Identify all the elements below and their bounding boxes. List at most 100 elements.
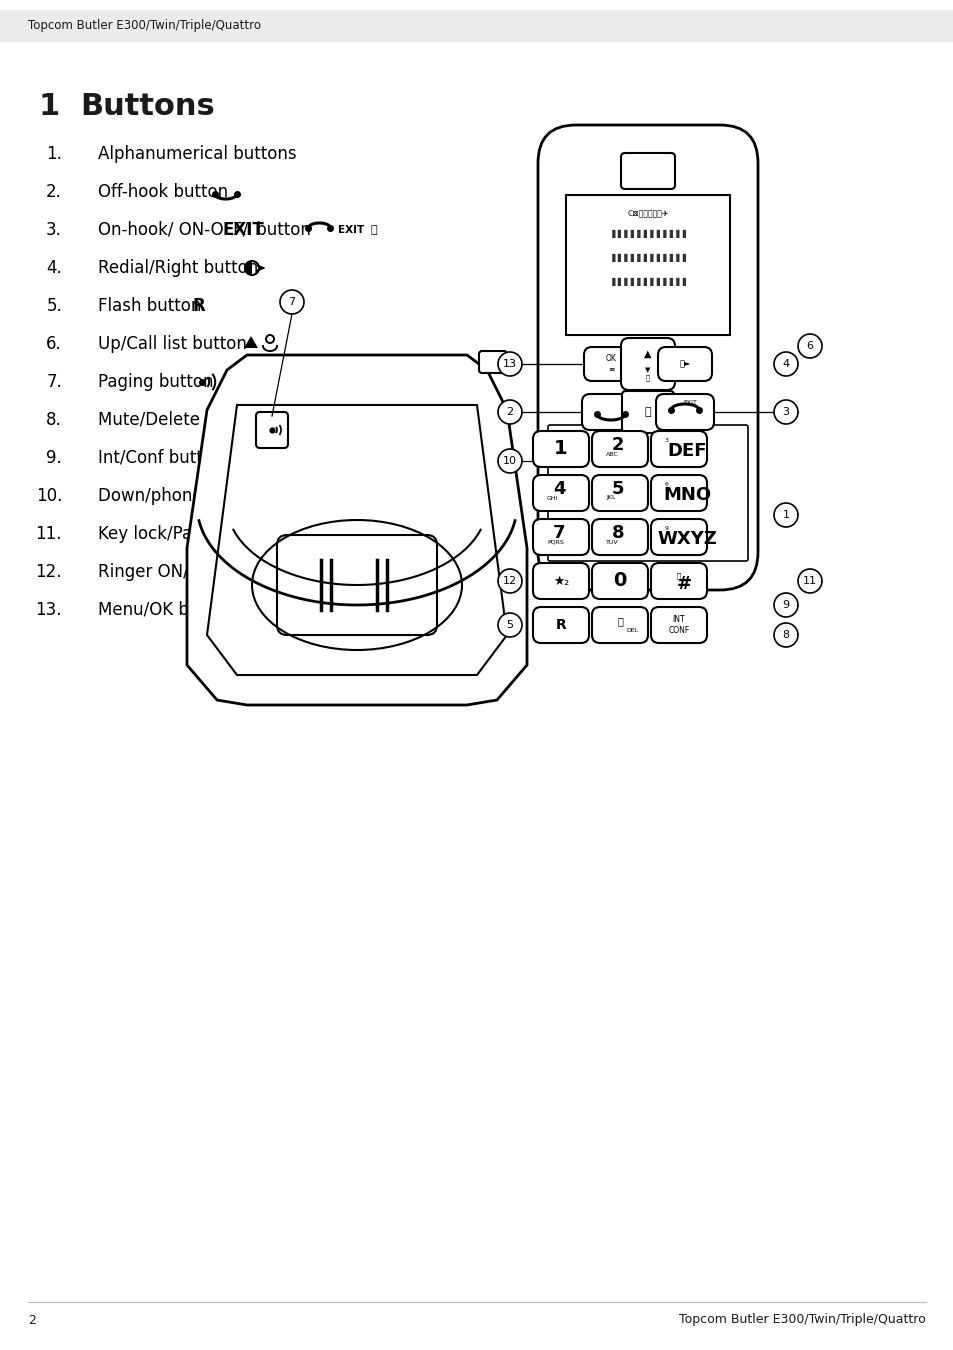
Text: 4: 4	[552, 481, 565, 498]
Text: 2: 2	[506, 406, 513, 417]
Circle shape	[797, 333, 821, 358]
Text: 12.: 12.	[35, 563, 62, 580]
FancyBboxPatch shape	[620, 338, 675, 390]
Text: 8: 8	[611, 524, 623, 541]
Text: Topcom Butler E300/Twin/Triple/Quattro: Topcom Butler E300/Twin/Triple/Quattro	[28, 19, 261, 32]
Text: Up/Call list button: Up/Call list button	[98, 335, 252, 352]
Text: EXIT: EXIT	[222, 221, 264, 239]
FancyBboxPatch shape	[565, 194, 729, 335]
FancyBboxPatch shape	[592, 431, 647, 467]
Circle shape	[773, 593, 797, 617]
Text: Redial/Right button: Redial/Right button	[98, 259, 263, 277]
FancyBboxPatch shape	[478, 351, 506, 373]
Text: 1.: 1.	[46, 144, 62, 163]
Text: 8.: 8.	[46, 410, 62, 429]
Text: 4: 4	[781, 359, 789, 369]
Text: 11.: 11.	[35, 525, 62, 543]
Polygon shape	[244, 336, 257, 348]
Text: EXIT: EXIT	[338, 225, 364, 235]
FancyBboxPatch shape	[650, 518, 706, 555]
Circle shape	[280, 290, 304, 315]
Text: EXIT: EXIT	[682, 400, 697, 405]
Text: 2: 2	[28, 1314, 36, 1327]
Text: ⏻: ⏻	[370, 225, 376, 235]
FancyBboxPatch shape	[592, 563, 647, 599]
Text: ▼
📖: ▼ 📖	[644, 367, 650, 381]
Circle shape	[497, 400, 521, 424]
Text: 10: 10	[502, 456, 517, 466]
Text: 8: 8	[781, 630, 789, 640]
FancyBboxPatch shape	[620, 153, 675, 189]
Text: DEF: DEF	[666, 441, 706, 460]
Text: 11: 11	[802, 576, 816, 586]
Text: button: button	[251, 221, 311, 239]
Text: OK: OK	[210, 603, 229, 617]
Text: On-hook/ ON-OFF/: On-hook/ ON-OFF/	[98, 221, 253, 239]
Text: 📖: 📖	[644, 406, 651, 417]
Text: ▐▐▐▐▐▐▐▐▐▐▐▐: ▐▐▐▐▐▐▐▐▐▐▐▐	[608, 228, 686, 238]
Text: JKL: JKL	[605, 495, 615, 501]
Text: 🔒: 🔒	[677, 572, 680, 579]
Text: ABC: ABC	[605, 451, 618, 456]
Text: R: R	[193, 297, 206, 315]
Text: 9: 9	[781, 599, 789, 610]
Text: 7: 7	[552, 524, 565, 541]
Text: 9.: 9.	[46, 450, 62, 467]
FancyBboxPatch shape	[650, 475, 706, 512]
Text: 3: 3	[781, 406, 789, 417]
Text: (to retrieve the handset): (to retrieve the handset)	[228, 373, 437, 391]
Text: 4.: 4.	[46, 259, 62, 277]
FancyBboxPatch shape	[581, 394, 639, 431]
Text: 2: 2	[611, 436, 623, 454]
Text: GHI: GHI	[546, 495, 558, 501]
Text: ▲: ▲	[643, 350, 651, 359]
Wedge shape	[245, 262, 252, 274]
Text: 5: 5	[506, 620, 513, 630]
Text: 6: 6	[805, 342, 813, 351]
FancyBboxPatch shape	[650, 563, 706, 599]
Circle shape	[497, 352, 521, 377]
Circle shape	[207, 570, 215, 578]
Text: 13: 13	[502, 359, 517, 369]
Text: ★₂: ★₂	[553, 575, 569, 587]
Text: 1: 1	[781, 510, 789, 520]
Text: Alphanumerical buttons: Alphanumerical buttons	[98, 144, 296, 163]
Text: 3.: 3.	[46, 221, 62, 239]
Text: 5.: 5.	[46, 297, 62, 315]
Text: Paging button: Paging button	[98, 373, 218, 391]
FancyBboxPatch shape	[621, 392, 673, 433]
Text: PQRS: PQRS	[546, 540, 563, 544]
Text: Off-hook button: Off-hook button	[98, 184, 233, 201]
FancyBboxPatch shape	[658, 347, 711, 381]
Text: 7: 7	[288, 297, 295, 306]
Text: WXYZ: WXYZ	[657, 531, 716, 548]
FancyBboxPatch shape	[650, 431, 706, 467]
Circle shape	[497, 613, 521, 637]
Circle shape	[797, 568, 821, 593]
Text: OK
≡: OK ≡	[605, 354, 616, 374]
Text: ▐▐▐▐▐▐▐▐▐▐▐▐: ▐▐▐▐▐▐▐▐▐▐▐▐	[608, 277, 686, 285]
Text: ℂ⊠⛔🔒🔇📞⏻✈: ℂ⊠⛔🔒🔇📞⏻✈	[627, 208, 668, 217]
Text: 0: 0	[613, 571, 626, 590]
Text: 13.: 13.	[35, 601, 62, 620]
Text: 10.: 10.	[35, 487, 62, 505]
FancyBboxPatch shape	[656, 394, 713, 431]
FancyBboxPatch shape	[592, 608, 647, 643]
Text: ▲▼: ▲▼	[642, 324, 653, 329]
Text: MNO: MNO	[662, 486, 710, 504]
Text: 7.: 7.	[46, 373, 62, 391]
Circle shape	[196, 575, 204, 583]
FancyBboxPatch shape	[537, 126, 758, 590]
Text: Key lock/Pause button: Key lock/Pause button	[98, 525, 287, 543]
Text: Int: Int	[214, 450, 240, 467]
Text: 2.: 2.	[46, 184, 62, 201]
Text: 1: 1	[554, 440, 567, 459]
Text: 5: 5	[611, 481, 623, 498]
Text: 6.: 6.	[46, 335, 62, 352]
Text: 🎤: 🎤	[617, 616, 622, 626]
Text: ⏺►: ⏺►	[679, 359, 690, 369]
Text: DEL: DEL	[625, 629, 638, 633]
Text: ◄: ◄	[590, 324, 595, 329]
Circle shape	[497, 450, 521, 472]
Text: TUV: TUV	[605, 540, 618, 544]
